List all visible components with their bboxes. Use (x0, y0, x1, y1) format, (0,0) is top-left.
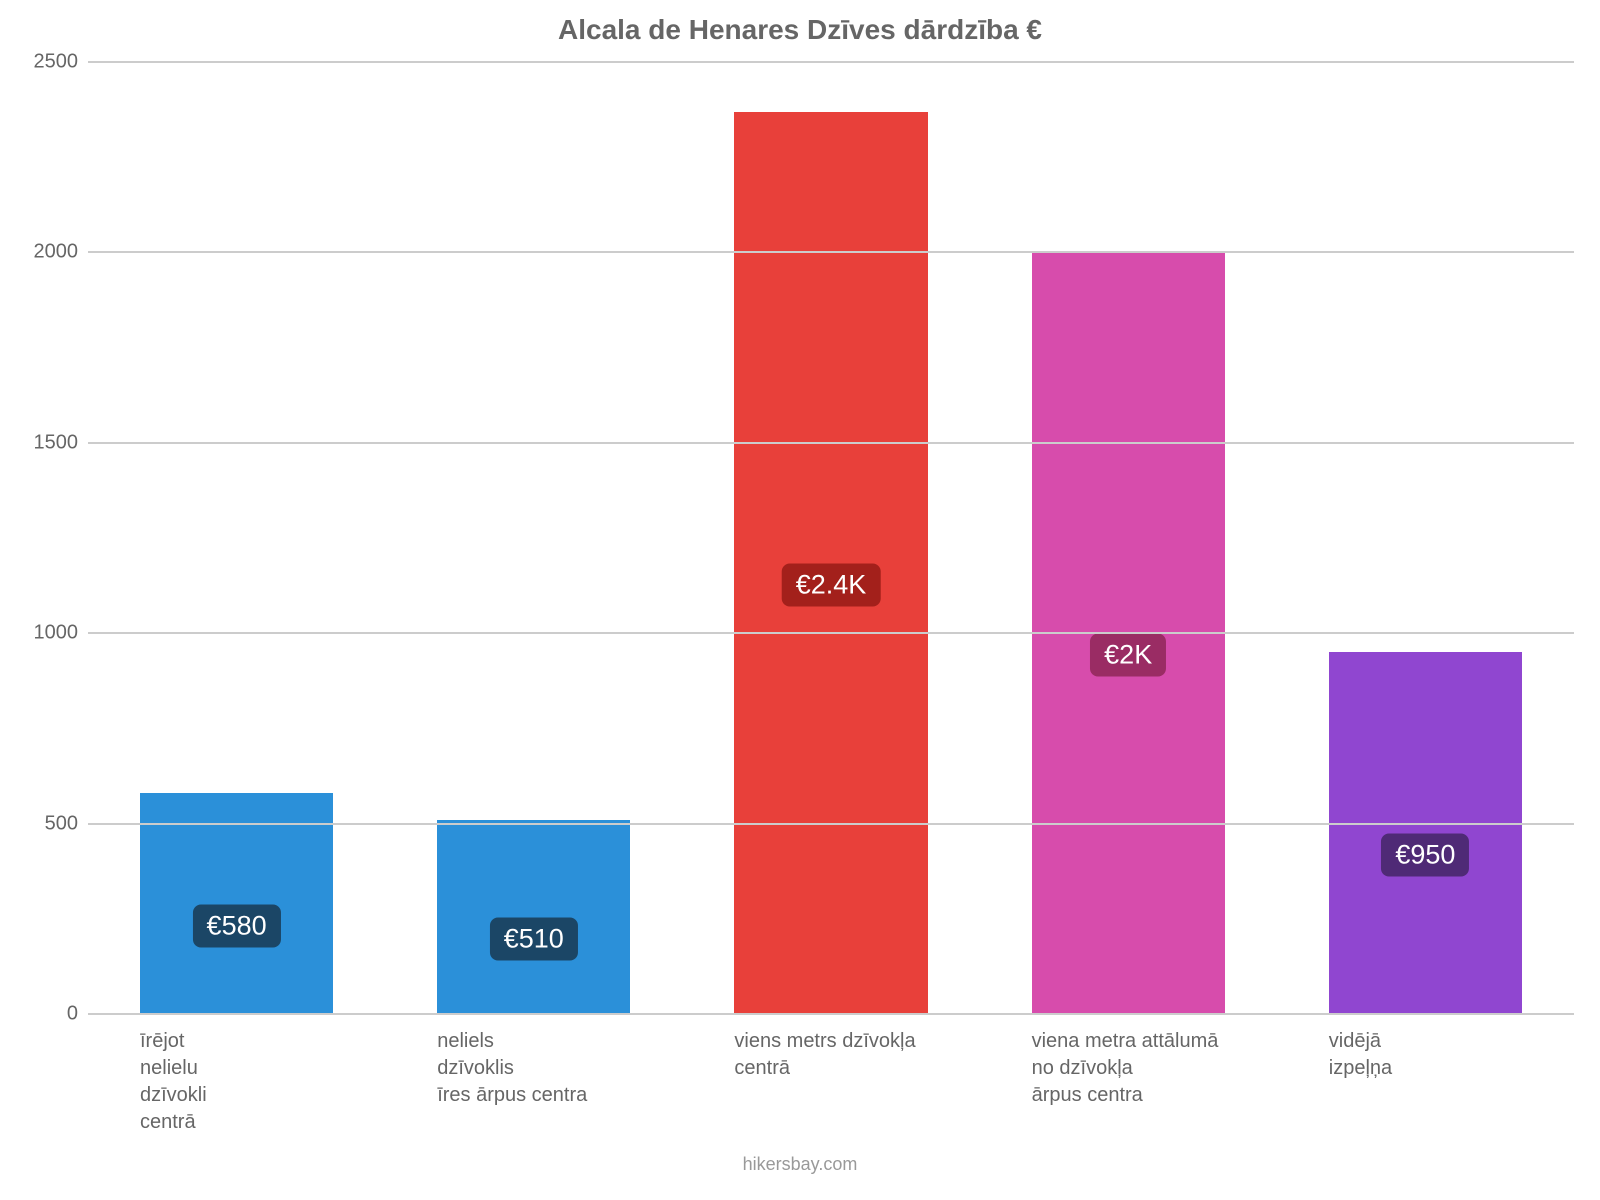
gridline (88, 251, 1574, 253)
chart-title: Alcala de Henares Dzīves dārdzība € (0, 14, 1600, 46)
x-tick-label: neliels dzīvoklis īres ārpus centra (437, 1028, 734, 1109)
y-tick-label: 0 (12, 1003, 78, 1026)
gridline (88, 61, 1574, 63)
x-tick-label: viena metra attālumā no dzīvokļa ārpus c… (1032, 1028, 1329, 1109)
value-badge: €2K (1090, 634, 1166, 677)
value-badge: €2.4K (782, 563, 881, 606)
bars-layer: €580 €510 €2.4K €2K €950 (88, 62, 1574, 1014)
y-tick-label: 2000 (12, 241, 78, 264)
y-tick-label: 1000 (12, 622, 78, 645)
y-tick-label: 500 (12, 812, 78, 835)
y-tick-label: 1500 (12, 431, 78, 454)
value-badge: €950 (1381, 834, 1469, 877)
cost-of-living-chart: Alcala de Henares Dzīves dārdzība € €580… (0, 0, 1600, 1200)
gridline (88, 632, 1574, 634)
plot-area: €580€510€2.4K€2K€950 0500100015002000250… (88, 62, 1574, 1014)
chart-footer: hikersbay.com (0, 1154, 1600, 1175)
x-tick-label: viens metrs dzīvokļa centrā (734, 1028, 1031, 1082)
gridline (88, 442, 1574, 444)
y-tick-label: 2500 (12, 51, 78, 74)
x-tick-label: īrējot nelielu dzīvokli centrā (140, 1028, 437, 1136)
x-tick-label: vidējā izpeļņa (1329, 1028, 1600, 1082)
gridline (88, 1013, 1574, 1015)
value-badge: €580 (193, 904, 281, 947)
gridline (88, 823, 1574, 825)
value-badge: €510 (490, 917, 578, 960)
